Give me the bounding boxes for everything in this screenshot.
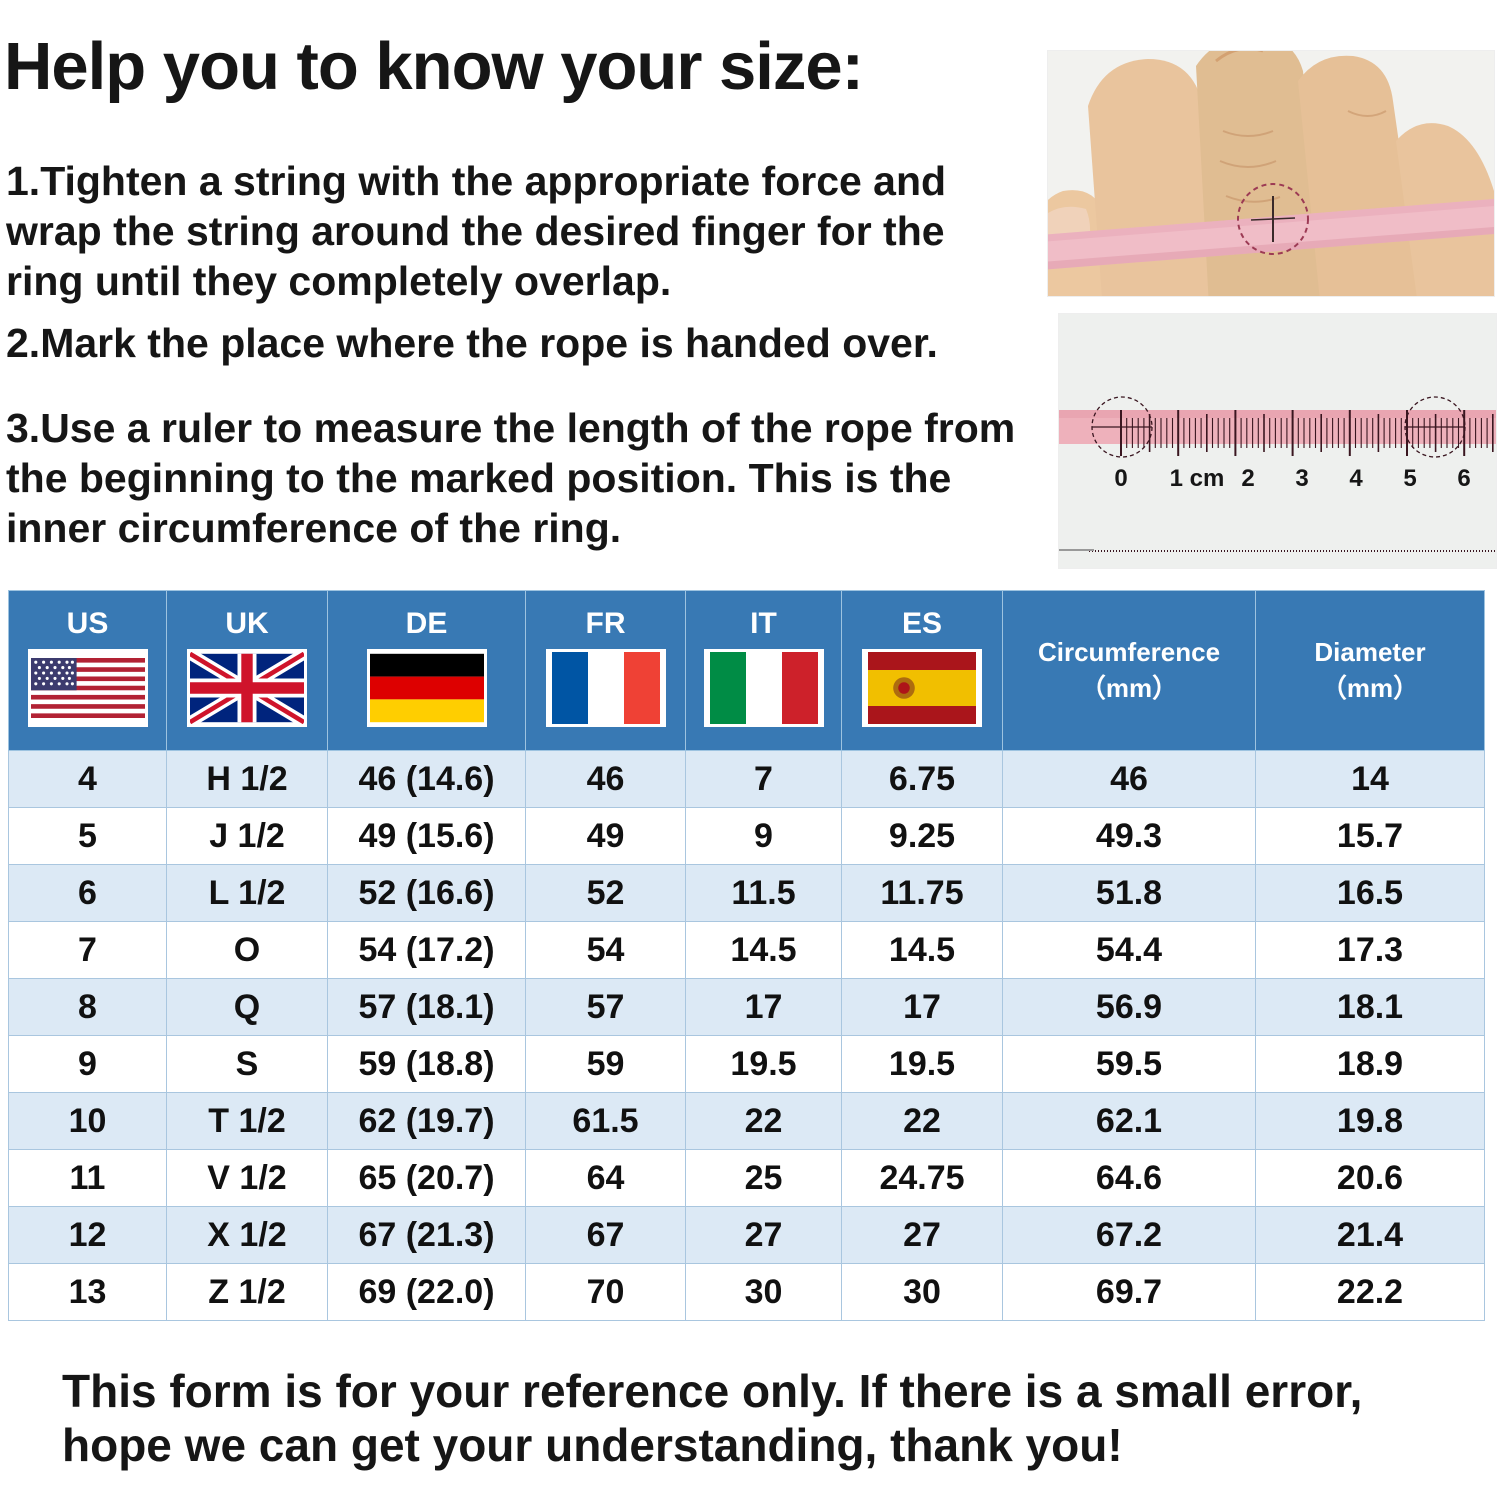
svg-text:0: 0 [1114,465,1127,492]
svg-text:6: 6 [1457,465,1470,492]
svg-text:2: 2 [1241,465,1254,492]
svg-text:5: 5 [1403,465,1416,492]
svg-text:3: 3 [1295,465,1308,492]
svg-text:1 cm: 1 cm [1170,465,1225,492]
svg-text:4: 4 [1349,465,1363,492]
